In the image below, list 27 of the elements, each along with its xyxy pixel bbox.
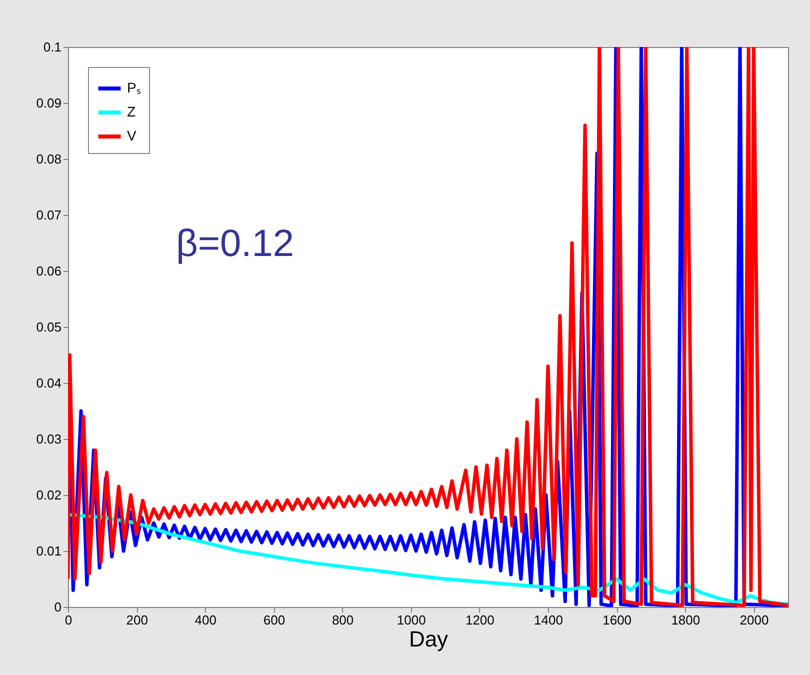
y-tick-label: 0.1	[43, 40, 62, 54]
y-tick-label: 0.07	[36, 208, 62, 222]
legend-label: Pₛ	[127, 80, 140, 96]
x-tick-label: 0	[64, 612, 72, 628]
x-tick-label: 600	[263, 612, 286, 628]
x-tick-label: 1600	[602, 612, 632, 628]
y-tick-label: 0.06	[36, 264, 62, 278]
x-tick-label: 800	[332, 612, 354, 628]
legend-label: V	[127, 128, 137, 144]
y-tick-label: 0.09	[36, 96, 62, 110]
x-tick-label: 400	[194, 612, 216, 628]
y-tick-label: 0.02	[36, 488, 62, 502]
y-tick-label: 0.08	[36, 152, 62, 166]
y-tick-label: 0.04	[36, 376, 62, 390]
x-tick-label: 1000	[396, 612, 426, 628]
y-tick-label: 0.01	[36, 544, 62, 558]
x-tick-label: 2000	[740, 612, 769, 628]
x-tick-label: 200	[126, 612, 148, 628]
x-tick-label: 1800	[671, 612, 700, 628]
x-axis-title: Day	[408, 626, 448, 652]
x-tick-label: 1200	[465, 612, 494, 628]
y-tick-label: 0.03	[36, 432, 62, 446]
annotation: β=0.12	[176, 223, 294, 265]
y-tick-label: 0	[54, 600, 62, 614]
y-tick-label: 0.05	[36, 320, 62, 334]
x-tick-label: 1400	[534, 612, 563, 628]
legend-label: Z	[127, 104, 136, 120]
